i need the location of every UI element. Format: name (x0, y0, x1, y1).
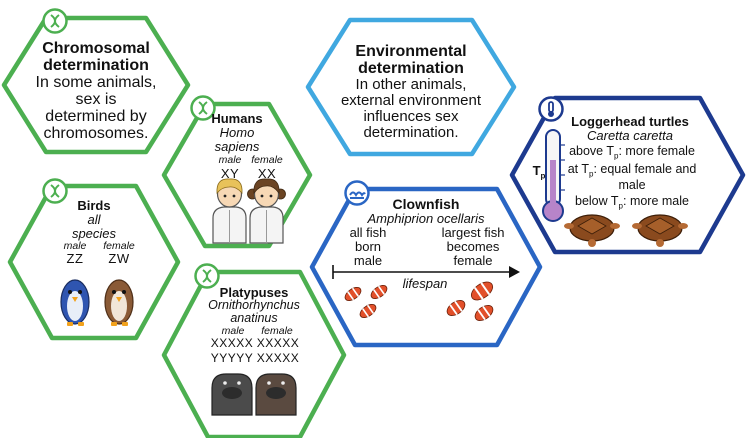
birds-male-chromosomes: ZZ (66, 251, 84, 266)
platypuses-female-chromosomes-row1: XXXXX (256, 336, 300, 350)
platypuses-male-chromosomes-row1: XXXXX (210, 336, 254, 350)
turtles-title: Loggerhead turtles (571, 114, 689, 129)
lifespan-arrowhead (509, 266, 520, 278)
clownfish-left-line3: male (353, 253, 383, 268)
platypus-female-figure (255, 373, 297, 416)
humans-male-label: male (218, 154, 242, 166)
turtles-at-post: : equal female and (593, 162, 697, 176)
turtles-below-post: : more male (623, 194, 689, 208)
clownfish-scientific-name: Amphiprion ocellaris (367, 211, 485, 226)
environmental-desc-line1: In other animals, (355, 76, 467, 93)
dna-helix-icon (42, 8, 68, 34)
turtles-at-line2: male (618, 178, 646, 192)
chromosomal-desc-line2: sex is (75, 91, 117, 108)
clownfish-right-line1: largest fish (441, 225, 505, 240)
turtles-above-post: : more female (618, 144, 695, 158)
dna-helix-icon (42, 178, 68, 204)
thermometer-label-t: T (532, 163, 541, 178)
birds-scientific-name-line1: all (87, 212, 101, 227)
environmental-desc-line2: external environment (340, 92, 482, 109)
platypus-male-figure (211, 373, 253, 416)
turtles-at-line: at Tp: equal female and (562, 162, 702, 179)
environmental-desc-line4: determination. (363, 124, 459, 141)
thermometer-label-sub: p (540, 171, 546, 181)
turtles-below-sub: p (618, 201, 623, 211)
dna-helix-icon (194, 263, 220, 289)
large-clownfish-group (446, 281, 494, 321)
thermometer-illustration (542, 129, 565, 222)
clownfish-title: Clownfish (392, 196, 460, 212)
turtles-at-pre: at T (567, 162, 589, 176)
dna-helix-icon (190, 95, 216, 121)
platypuses-scientific-name-line1: Ornithorhynchus (208, 298, 300, 312)
platypuses-male-label: male (221, 325, 245, 337)
clownfish-left-line1: all fish (349, 225, 387, 240)
clownfish-left-line2: born (354, 239, 382, 254)
environmental-title-line1: Environmental (355, 43, 467, 60)
bird-male-figure (60, 279, 90, 326)
humans-title: Humans (211, 111, 263, 126)
turtles-below-pre: below T (575, 194, 619, 208)
platypuses-scientific-name-line2: anatinus (230, 311, 278, 325)
turtles-below-line: below Tp: more male (562, 194, 702, 211)
bird-female-figure (104, 279, 134, 326)
turtles-above-line: above Tp: more female (562, 144, 702, 161)
turtles-at-sub: p (589, 169, 594, 179)
chromosomal-desc-line3: determined by (45, 108, 147, 125)
human-male-figure (212, 178, 247, 244)
water-wave-icon (344, 180, 370, 206)
turtle-right-figure (632, 214, 688, 247)
platypuses-male-chromosomes-row2: YYYYY (210, 351, 254, 365)
birds-female-chromosomes: ZW (108, 251, 130, 266)
humans-scientific-name-line2: sapiens (214, 139, 260, 154)
humans-scientific-name-line1: Homo (219, 125, 255, 140)
chromosomal-title-line1: Chromosomal (42, 40, 150, 57)
humans-male-chromosomes: XY (220, 166, 240, 181)
turtles-above-sub: p (614, 151, 619, 161)
environmental-title-line2: determination (358, 60, 464, 77)
clownfish-right-line2: becomes (446, 239, 500, 254)
turtles-above-pre: above T (569, 144, 615, 158)
chromosomal-desc-line1: In some animals, (35, 74, 157, 91)
birds-scientific-name-line2: species (71, 226, 117, 241)
small-clownfish-group (344, 285, 388, 318)
lifespan-label: lifespan (402, 276, 448, 291)
birds-female-label: female (103, 240, 135, 252)
platypuses-female-chromosomes-row2: XXXXX (256, 351, 300, 365)
chromosomal-desc-line4: chromosomes. (43, 125, 149, 142)
humans-female-label: female (251, 154, 283, 166)
thermometer-label: Tp (532, 163, 546, 181)
platypuses-female-label: female (261, 325, 293, 337)
environmental-desc-line3: influences sex (363, 108, 459, 125)
humans-female-chromosomes: XX (257, 166, 277, 181)
thermometer-icon (538, 96, 564, 122)
clownfish-right-line3: female (453, 253, 493, 268)
human-female-figure (247, 178, 286, 244)
chromosomal-title-line2: determination (43, 57, 149, 74)
environmental-hexagon (305, 17, 517, 157)
birds-title: Birds (77, 198, 111, 213)
turtles-scientific-name: Caretta caretta (587, 128, 673, 143)
platypuses-title: Platypuses (219, 285, 289, 300)
turtle-left-figure (564, 214, 620, 247)
birds-male-label: male (63, 240, 87, 252)
